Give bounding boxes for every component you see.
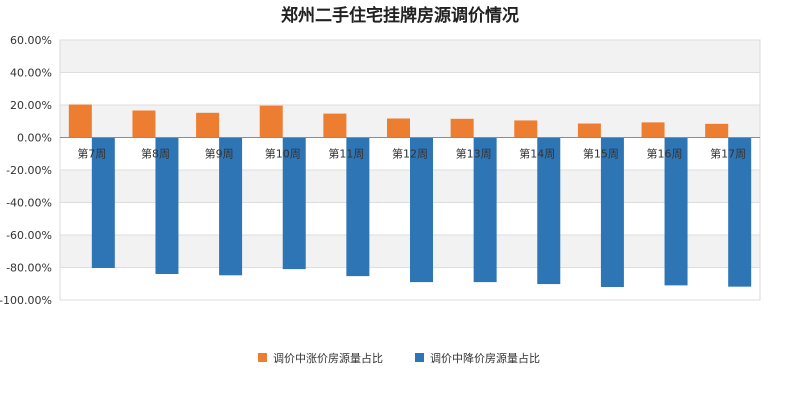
bar-rise <box>68 104 92 138</box>
legend: 调价中涨价房源量占比 调价中降价房源量占比 <box>258 351 540 365</box>
bar-fall <box>600 137 624 287</box>
bar-rise <box>323 113 347 138</box>
x-tick-label: 第8周 <box>141 147 170 161</box>
bar-rise <box>641 122 665 138</box>
y-axis-ticks: 60.00% 40.00% 20.00% 0.00% -20.00% -40.00% -60… <box>0 34 52 307</box>
x-axis-ticks: 第7周 第8周 第9周 第10周 第11周 第12周 第13周 第14周 第15周 第16周 第17… <box>77 147 746 161</box>
y-tick-label: 60.00% <box>10 34 52 47</box>
bar-fall <box>282 137 306 270</box>
y-tick-label: -60.00% <box>6 229 52 242</box>
x-tick-label: 第10周 <box>265 147 301 161</box>
y-tick-label: -100.00% <box>0 294 52 307</box>
bar-fall <box>346 137 370 277</box>
bar-fall <box>473 137 497 283</box>
y-tick-label: -20.00% <box>6 164 52 177</box>
x-tick-label: 第14周 <box>519 147 555 161</box>
legend-label: 调价中降价房源量占比 <box>430 351 540 365</box>
bar-rise <box>132 110 156 138</box>
bar-rise <box>577 123 601 138</box>
y-tick-label: 0.00% <box>17 132 52 145</box>
bar-fall <box>664 137 688 286</box>
bar-fall <box>219 137 243 276</box>
plot-band <box>60 72 760 105</box>
y-tick-label: 40.00% <box>10 67 52 80</box>
bar-rise <box>196 112 220 138</box>
x-tick-label: 第11周 <box>328 147 364 161</box>
x-tick-label: 第15周 <box>583 147 619 161</box>
legend-swatch <box>258 353 267 362</box>
chart-title: 郑州二手住宅挂牌房源调价情况 <box>281 5 519 26</box>
x-tick-label: 第12周 <box>392 147 428 161</box>
bar-fall <box>91 137 115 268</box>
bar-fall <box>155 137 179 274</box>
bar-rise <box>450 118 474 138</box>
y-tick-label: -80.00% <box>6 262 52 275</box>
legend-label: 调价中涨价房源量占比 <box>273 351 383 365</box>
bar-fall <box>728 137 752 287</box>
bar-fall <box>410 137 433 283</box>
bar-rise <box>705 123 729 138</box>
x-tick-label: 第7周 <box>77 147 106 161</box>
y-tick-label: 20.00% <box>10 99 52 112</box>
bar-fall <box>537 137 561 285</box>
y-tick-label: -40.00% <box>6 197 52 210</box>
bar-rise <box>514 120 538 138</box>
x-tick-label: 第13周 <box>456 147 492 161</box>
legend-swatch <box>415 353 424 362</box>
bar-rise <box>387 118 410 138</box>
plot-band <box>60 40 760 73</box>
x-tick-label: 第17周 <box>710 147 746 161</box>
bars-layer <box>68 104 752 287</box>
x-tick-label: 第16周 <box>647 147 683 161</box>
bar-rise <box>259 105 283 138</box>
x-tick-label: 第9周 <box>205 147 234 161</box>
